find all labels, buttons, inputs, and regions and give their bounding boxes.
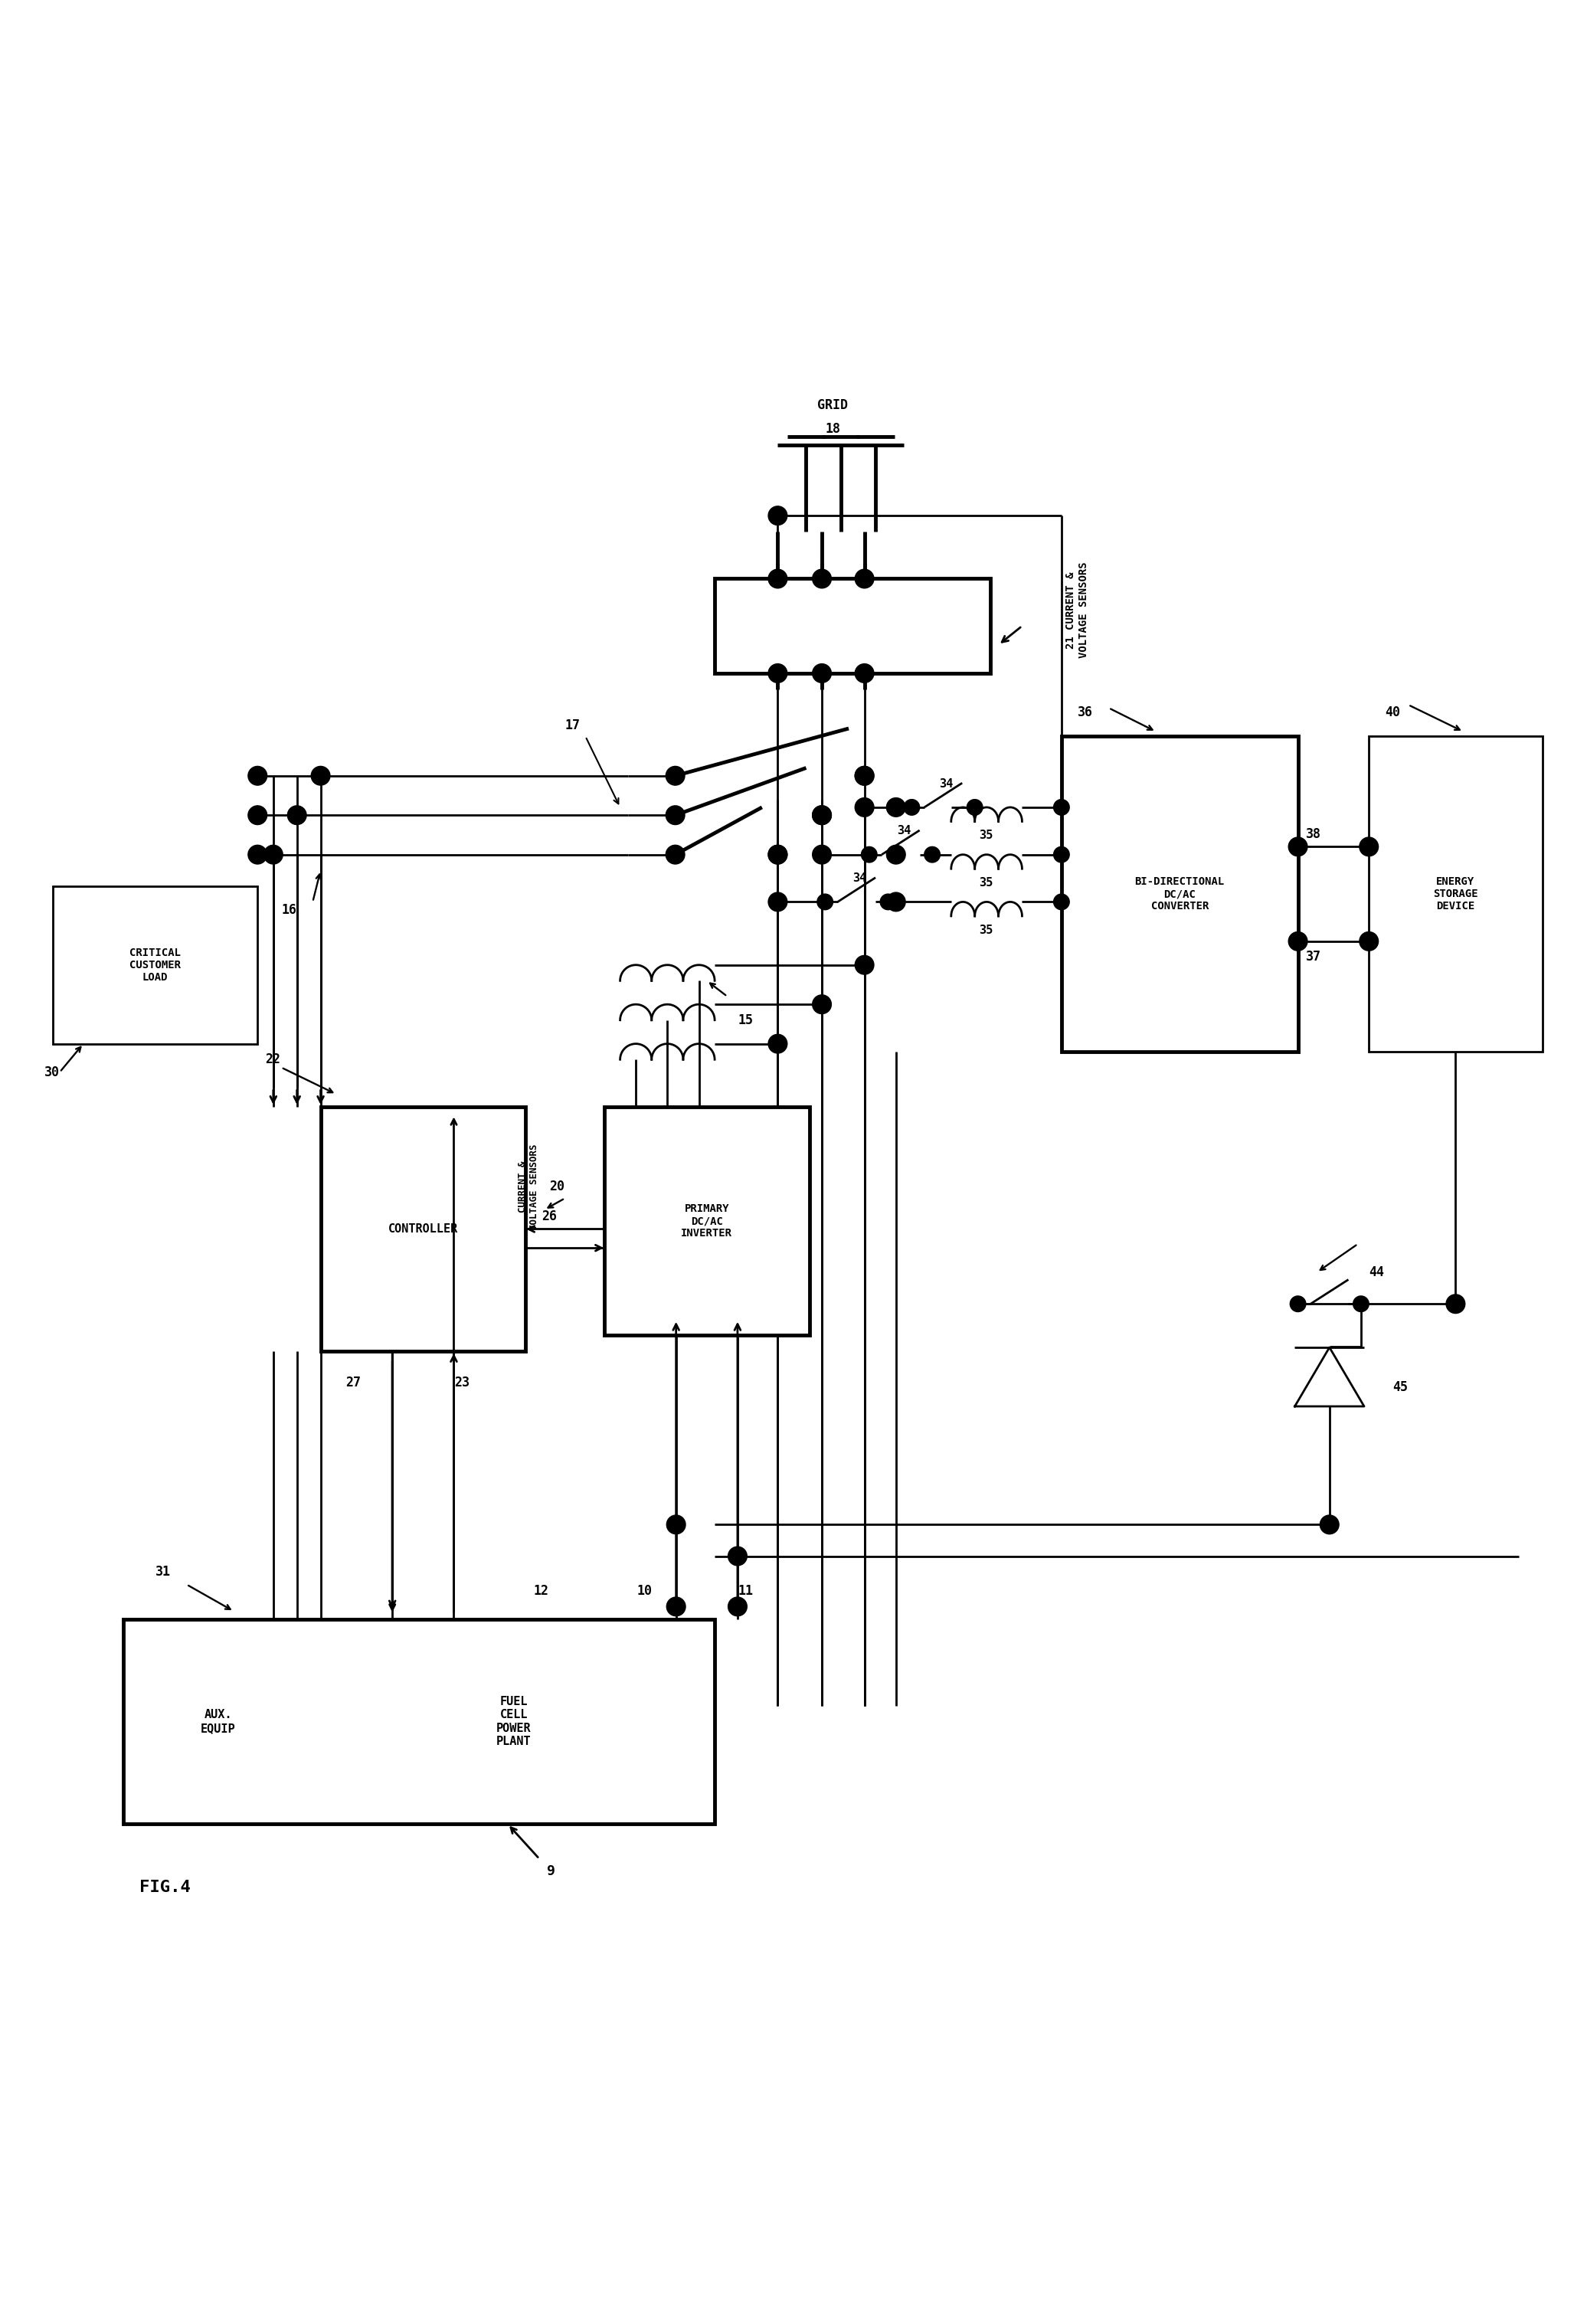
Circle shape <box>924 846 940 862</box>
Text: 45: 45 <box>1392 1380 1408 1394</box>
Text: FUEL
CELL
POWER
PLANT: FUEL CELL POWER PLANT <box>497 1697 532 1748</box>
Circle shape <box>768 665 787 683</box>
Circle shape <box>768 846 787 865</box>
Circle shape <box>966 799 982 816</box>
Text: GRID: GRID <box>817 397 847 411</box>
Text: 23: 23 <box>454 1376 470 1390</box>
Text: 9: 9 <box>548 1864 555 1878</box>
Circle shape <box>667 806 684 825</box>
Text: FIG.4: FIG.4 <box>140 1880 190 1894</box>
Circle shape <box>1446 1294 1465 1313</box>
Text: 26: 26 <box>541 1208 557 1222</box>
Circle shape <box>768 846 787 865</box>
Text: 16: 16 <box>281 902 297 916</box>
Circle shape <box>728 1548 747 1566</box>
Text: 18: 18 <box>825 423 841 437</box>
Circle shape <box>813 995 832 1013</box>
Circle shape <box>855 797 874 816</box>
Text: 12: 12 <box>533 1585 549 1597</box>
Circle shape <box>817 895 833 909</box>
Circle shape <box>813 665 832 683</box>
Circle shape <box>248 767 267 786</box>
Text: 17: 17 <box>565 718 581 732</box>
Circle shape <box>287 806 306 825</box>
Circle shape <box>667 767 684 786</box>
Text: 38: 38 <box>1306 827 1320 841</box>
Circle shape <box>1360 932 1379 951</box>
Text: 34: 34 <box>897 825 911 837</box>
Circle shape <box>263 846 282 865</box>
Circle shape <box>768 892 787 911</box>
Circle shape <box>667 846 684 865</box>
Text: 35: 35 <box>979 830 993 841</box>
Text: 34: 34 <box>852 872 867 883</box>
Text: CRITICAL
CUSTOMER
LOAD: CRITICAL CUSTOMER LOAD <box>130 948 181 983</box>
Text: 37: 37 <box>1306 951 1320 964</box>
Circle shape <box>813 846 832 865</box>
Circle shape <box>1289 932 1308 951</box>
FancyBboxPatch shape <box>605 1106 809 1336</box>
Circle shape <box>813 806 832 825</box>
FancyBboxPatch shape <box>714 579 990 674</box>
Text: 15: 15 <box>738 1013 754 1027</box>
Text: 10: 10 <box>636 1585 652 1597</box>
Circle shape <box>905 799 919 816</box>
Circle shape <box>855 955 874 974</box>
Circle shape <box>768 569 787 588</box>
Text: 44: 44 <box>1370 1267 1384 1278</box>
FancyBboxPatch shape <box>124 1620 714 1824</box>
FancyBboxPatch shape <box>321 1106 525 1350</box>
Circle shape <box>887 846 906 865</box>
Circle shape <box>1289 837 1308 855</box>
Text: 27: 27 <box>346 1376 360 1390</box>
Text: 36: 36 <box>1078 706 1092 720</box>
Text: CONTROLLER: CONTROLLER <box>389 1222 459 1234</box>
Circle shape <box>728 1597 747 1615</box>
Text: AUX.
EQUIP: AUX. EQUIP <box>200 1708 235 1734</box>
Circle shape <box>813 569 832 588</box>
Circle shape <box>1054 895 1070 909</box>
Circle shape <box>887 892 906 911</box>
Circle shape <box>768 1034 787 1053</box>
Circle shape <box>862 846 878 862</box>
Circle shape <box>813 806 832 825</box>
FancyBboxPatch shape <box>52 885 257 1043</box>
Text: 11: 11 <box>738 1585 754 1597</box>
Text: 35: 35 <box>979 876 993 888</box>
FancyBboxPatch shape <box>1062 737 1298 1053</box>
Text: 40: 40 <box>1384 706 1400 720</box>
Text: 21 CURRENT &
VOLTAGE SENSORS: 21 CURRENT & VOLTAGE SENSORS <box>1066 562 1089 658</box>
Circle shape <box>1054 799 1070 816</box>
Text: ENERGY
STORAGE
DEVICE: ENERGY STORAGE DEVICE <box>1433 876 1477 911</box>
Text: 34: 34 <box>940 779 954 790</box>
Circle shape <box>1360 837 1379 855</box>
Circle shape <box>1290 1297 1306 1311</box>
Text: PRIMARY
DC/AC
INVERTER: PRIMARY DC/AC INVERTER <box>681 1204 733 1239</box>
Circle shape <box>248 806 267 825</box>
Text: 22: 22 <box>265 1053 281 1067</box>
Circle shape <box>667 1515 686 1534</box>
Text: 20: 20 <box>549 1181 565 1195</box>
Text: 35: 35 <box>979 925 993 937</box>
Circle shape <box>1354 1297 1370 1311</box>
Text: 30: 30 <box>44 1064 60 1078</box>
Circle shape <box>855 665 874 683</box>
Circle shape <box>887 797 906 816</box>
Circle shape <box>311 767 330 786</box>
Circle shape <box>768 507 787 525</box>
FancyBboxPatch shape <box>1370 737 1543 1053</box>
Circle shape <box>667 1597 686 1615</box>
Circle shape <box>1320 1515 1339 1534</box>
Circle shape <box>1054 846 1070 862</box>
Circle shape <box>855 767 874 786</box>
Circle shape <box>881 895 897 909</box>
Text: BI-DIRECTIONAL
DC/AC
CONVERTER: BI-DIRECTIONAL DC/AC CONVERTER <box>1135 876 1225 911</box>
Text: CURRENT &
VOLTAGE SENSORS: CURRENT & VOLTAGE SENSORS <box>517 1143 540 1229</box>
Text: 31: 31 <box>156 1564 170 1578</box>
Circle shape <box>855 767 874 786</box>
Circle shape <box>248 846 267 865</box>
Circle shape <box>855 569 874 588</box>
